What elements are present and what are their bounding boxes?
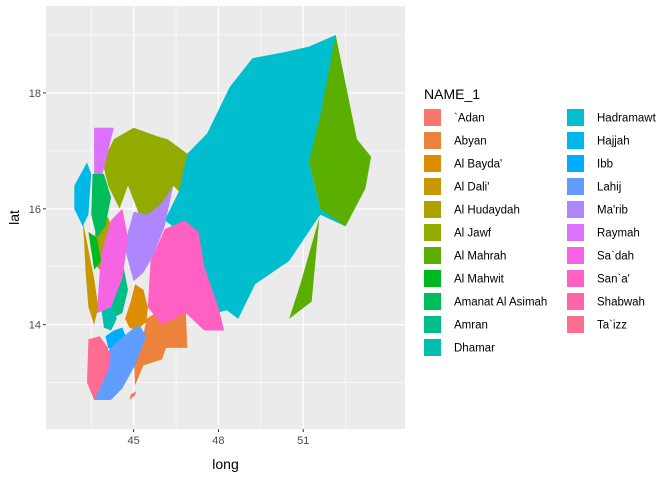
region-lahij	[94, 324, 147, 400]
region-adan	[129, 391, 137, 400]
legend-swatch-al-mahwit	[424, 270, 441, 287]
x-tick-label: 48	[212, 435, 224, 447]
legend-label-ibb: Ibb	[597, 159, 613, 171]
y-axis-title: lat	[6, 210, 22, 225]
legend-swatch-amran	[424, 316, 441, 333]
legend-swatch-al-jawf	[424, 224, 441, 241]
region-sa-dah	[96, 208, 128, 314]
region-hajjah	[74, 162, 92, 227]
legend-swatch-amanat-al-asimah	[424, 293, 441, 310]
legend-label-shabwah: Shabwah	[597, 297, 645, 309]
legend-swatch-ta-izz	[567, 316, 584, 333]
legend-label-al-mahwit: Al Mahwit	[454, 274, 505, 286]
legend-label-raymah: Raymah	[597, 228, 640, 240]
legend-swatch-al-mahrah	[424, 247, 441, 264]
legend-label-sa-dah: Sa`dah	[597, 251, 634, 263]
x-axis-ticks: 45 48 51	[128, 429, 309, 447]
region-amanat-al-asimah	[91, 174, 111, 238]
legend-items: `Adan Abyan Al Bayda' Al Dali' Al Hudaydah Al…	[424, 109, 657, 356]
x-tick-label: 51	[297, 435, 309, 447]
x-tick-label: 45	[128, 435, 140, 447]
legend-label-al-dali: Al Dali'	[454, 182, 489, 194]
y-axis-ticks: 14 16 18	[29, 88, 46, 332]
legend-swatch-lahij	[567, 178, 584, 195]
region-abyan	[133, 307, 188, 386]
legend-swatch-shabwah	[567, 293, 584, 310]
legend-label-dhamar: Dhamar	[454, 343, 495, 355]
legend-swatch-dhamar	[424, 339, 441, 356]
legend-label-adan: `Adan	[454, 113, 485, 125]
region-hadramawt	[164, 35, 346, 319]
legend-label-al-mahrah: Al Mahrah	[454, 251, 506, 263]
legend-label-amanat-al-asimah: Amanat Al Asimah	[454, 297, 547, 309]
legend-swatch-sa-dah	[567, 247, 584, 264]
region-ta-izz	[87, 336, 109, 400]
legend-swatch-ma-rib	[567, 201, 584, 218]
x-axis-title: long	[212, 456, 238, 472]
legend-swatch-raymah	[567, 224, 584, 241]
legend-label-al-jawf: Al Jawf	[454, 228, 492, 240]
legend-swatch-adan	[424, 109, 441, 126]
region-al-bayda	[125, 284, 148, 331]
legend-swatch-san-a	[567, 270, 584, 287]
legend-swatch-al-bayda	[424, 155, 441, 172]
y-tick-label: 14	[29, 320, 41, 332]
region-san-a	[147, 220, 225, 331]
legend-label-al-hudaydah: Al Hudaydah	[454, 205, 520, 217]
legend-label-amran: Amran	[454, 320, 488, 332]
region-ma-rib	[125, 185, 174, 282]
legend-label-san-a: San`a'	[597, 274, 630, 286]
region-al-jawf	[102, 127, 188, 218]
legend-swatch-abyan	[424, 132, 441, 149]
legend-swatch-hadramawt	[567, 109, 584, 126]
legend-label-hadramawt: Hadramawt	[597, 113, 657, 125]
legend-label-abyan: Abyan	[454, 136, 487, 148]
legend-swatch-ibb	[567, 155, 584, 172]
region-raymah	[94, 127, 114, 174]
legend-label-lahij: Lahij	[597, 182, 621, 194]
legend-label-ta-izz: Ta`izz	[597, 320, 627, 332]
y-tick-label: 16	[29, 204, 41, 216]
regions-layer	[74, 35, 372, 400]
legend-label-al-bayda: Al Bayda'	[454, 159, 502, 171]
legend-label-ma-rib: Ma'rib	[597, 205, 628, 217]
region-al-dali	[82, 220, 99, 325]
y-tick-label: 18	[29, 88, 41, 100]
legend-label-hajjah: Hajjah	[597, 136, 630, 148]
legend-swatch-hajjah	[567, 132, 584, 149]
legend-title: NAME_1	[424, 86, 480, 102]
legend-swatch-al-dali	[424, 178, 441, 195]
legend: NAME_1 `Adan Abyan Al Bayda' Al Dali' Al Hud…	[424, 86, 657, 356]
legend-swatch-al-hudaydah	[424, 201, 441, 218]
region-al-mahwit	[88, 232, 102, 270]
